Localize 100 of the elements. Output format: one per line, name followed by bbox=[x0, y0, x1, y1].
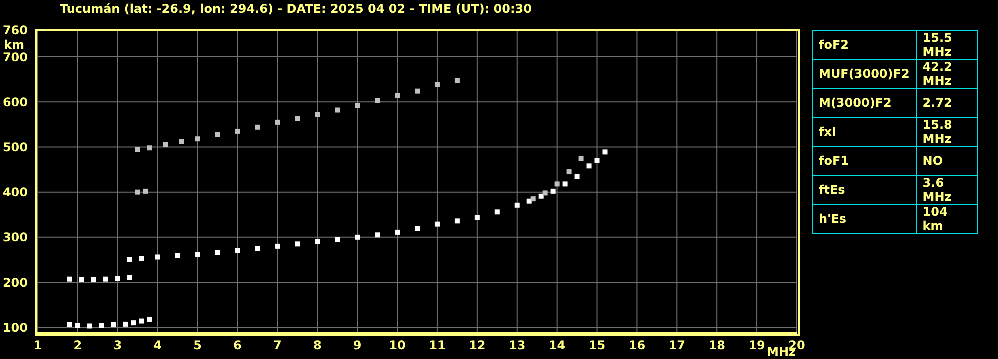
point bbox=[474, 215, 480, 220]
x-tick-label: 17 bbox=[668, 338, 686, 353]
point bbox=[163, 142, 168, 148]
point bbox=[494, 210, 500, 215]
point bbox=[123, 322, 128, 327]
point bbox=[550, 188, 556, 194]
text: 15.8 MHz bbox=[922, 118, 952, 146]
point bbox=[67, 276, 72, 282]
text: 104 km bbox=[922, 205, 948, 233]
text: 3.6 MHz bbox=[922, 176, 952, 204]
point bbox=[147, 146, 152, 151]
category-label: foF2 bbox=[812, 30, 916, 60]
point bbox=[87, 324, 92, 329]
x-tick-label: 1 bbox=[34, 338, 42, 353]
point bbox=[103, 276, 108, 282]
point bbox=[275, 120, 280, 125]
point bbox=[255, 124, 260, 130]
point bbox=[454, 218, 460, 224]
y-tick-label: 600 bbox=[2, 95, 28, 110]
point bbox=[131, 320, 136, 326]
point bbox=[434, 222, 440, 227]
category-label: fxI bbox=[812, 118, 916, 146]
point bbox=[415, 88, 420, 94]
x-tick-label: 7 bbox=[274, 338, 282, 353]
y-axis-title: km bbox=[4, 38, 24, 52]
point bbox=[67, 322, 72, 328]
point bbox=[335, 237, 340, 242]
point bbox=[175, 253, 180, 258]
text: 15.5 MHz bbox=[922, 31, 952, 59]
point bbox=[127, 257, 132, 262]
point bbox=[566, 170, 572, 175]
point bbox=[355, 234, 360, 240]
point bbox=[434, 82, 440, 88]
point bbox=[143, 188, 148, 194]
point bbox=[315, 112, 320, 118]
point bbox=[91, 277, 96, 282]
point bbox=[111, 322, 116, 328]
point bbox=[574, 174, 580, 180]
point bbox=[375, 98, 380, 104]
x-tick-label: 6 bbox=[234, 338, 242, 353]
x-tick-label: 5 bbox=[194, 338, 202, 353]
x-tick-label: 16 bbox=[628, 338, 646, 353]
point bbox=[586, 164, 592, 169]
x-tick-label: 2 bbox=[74, 338, 82, 353]
point bbox=[514, 202, 520, 208]
point bbox=[99, 323, 104, 328]
point bbox=[195, 252, 200, 258]
point bbox=[195, 136, 200, 142]
point bbox=[155, 254, 160, 260]
point bbox=[530, 196, 536, 202]
x-tick-label: 9 bbox=[353, 338, 362, 353]
point bbox=[562, 182, 568, 187]
x-tick-label: 13 bbox=[509, 338, 526, 353]
point bbox=[115, 276, 120, 282]
point bbox=[526, 198, 532, 204]
x-tick-label: 12 bbox=[469, 338, 486, 353]
x-tick-label: 15 bbox=[588, 338, 606, 353]
point bbox=[147, 316, 152, 322]
point bbox=[554, 182, 560, 187]
point bbox=[538, 194, 544, 199]
x-tick-label: 3 bbox=[114, 338, 122, 353]
category-label: MUF(3000)F2 bbox=[812, 60, 916, 88]
category-label: foF1 bbox=[812, 146, 916, 176]
point bbox=[454, 78, 460, 83]
x-tick-label: 8 bbox=[313, 338, 322, 353]
point bbox=[135, 147, 140, 152]
x-tick-label: 4 bbox=[154, 338, 162, 353]
category-label: ftEs bbox=[812, 176, 916, 204]
point bbox=[215, 132, 220, 138]
point bbox=[79, 277, 84, 282]
point bbox=[275, 244, 280, 249]
point bbox=[235, 248, 240, 254]
point bbox=[179, 139, 184, 144]
point bbox=[127, 275, 132, 280]
point bbox=[578, 156, 584, 162]
point bbox=[335, 108, 340, 113]
point bbox=[215, 250, 220, 256]
point bbox=[255, 246, 260, 252]
text: 42.2 MHz bbox=[922, 60, 952, 88]
y-tick-label: 400 bbox=[2, 186, 28, 200]
point bbox=[139, 318, 144, 324]
y-tick-label: 500 bbox=[2, 140, 28, 154]
x-tick-label: 14 bbox=[548, 338, 566, 353]
x-tick-label: 19 bbox=[748, 338, 766, 353]
point bbox=[395, 93, 400, 98]
y-tick-label: 300 bbox=[2, 230, 28, 245]
point bbox=[542, 190, 548, 196]
text: 2.72 bbox=[922, 96, 952, 110]
x-tick-label: 18 bbox=[708, 338, 726, 353]
category-label: M(3000)F2 bbox=[812, 88, 916, 118]
x-tick-label: 10 bbox=[389, 338, 406, 353]
x-tick-label: 11 bbox=[429, 338, 446, 353]
point bbox=[295, 116, 300, 122]
point bbox=[235, 128, 240, 134]
text: NO bbox=[922, 154, 944, 168]
y-tick-label: 200 bbox=[2, 276, 28, 290]
point bbox=[415, 226, 420, 232]
point bbox=[135, 190, 140, 195]
point bbox=[315, 239, 320, 244]
point bbox=[602, 150, 608, 155]
